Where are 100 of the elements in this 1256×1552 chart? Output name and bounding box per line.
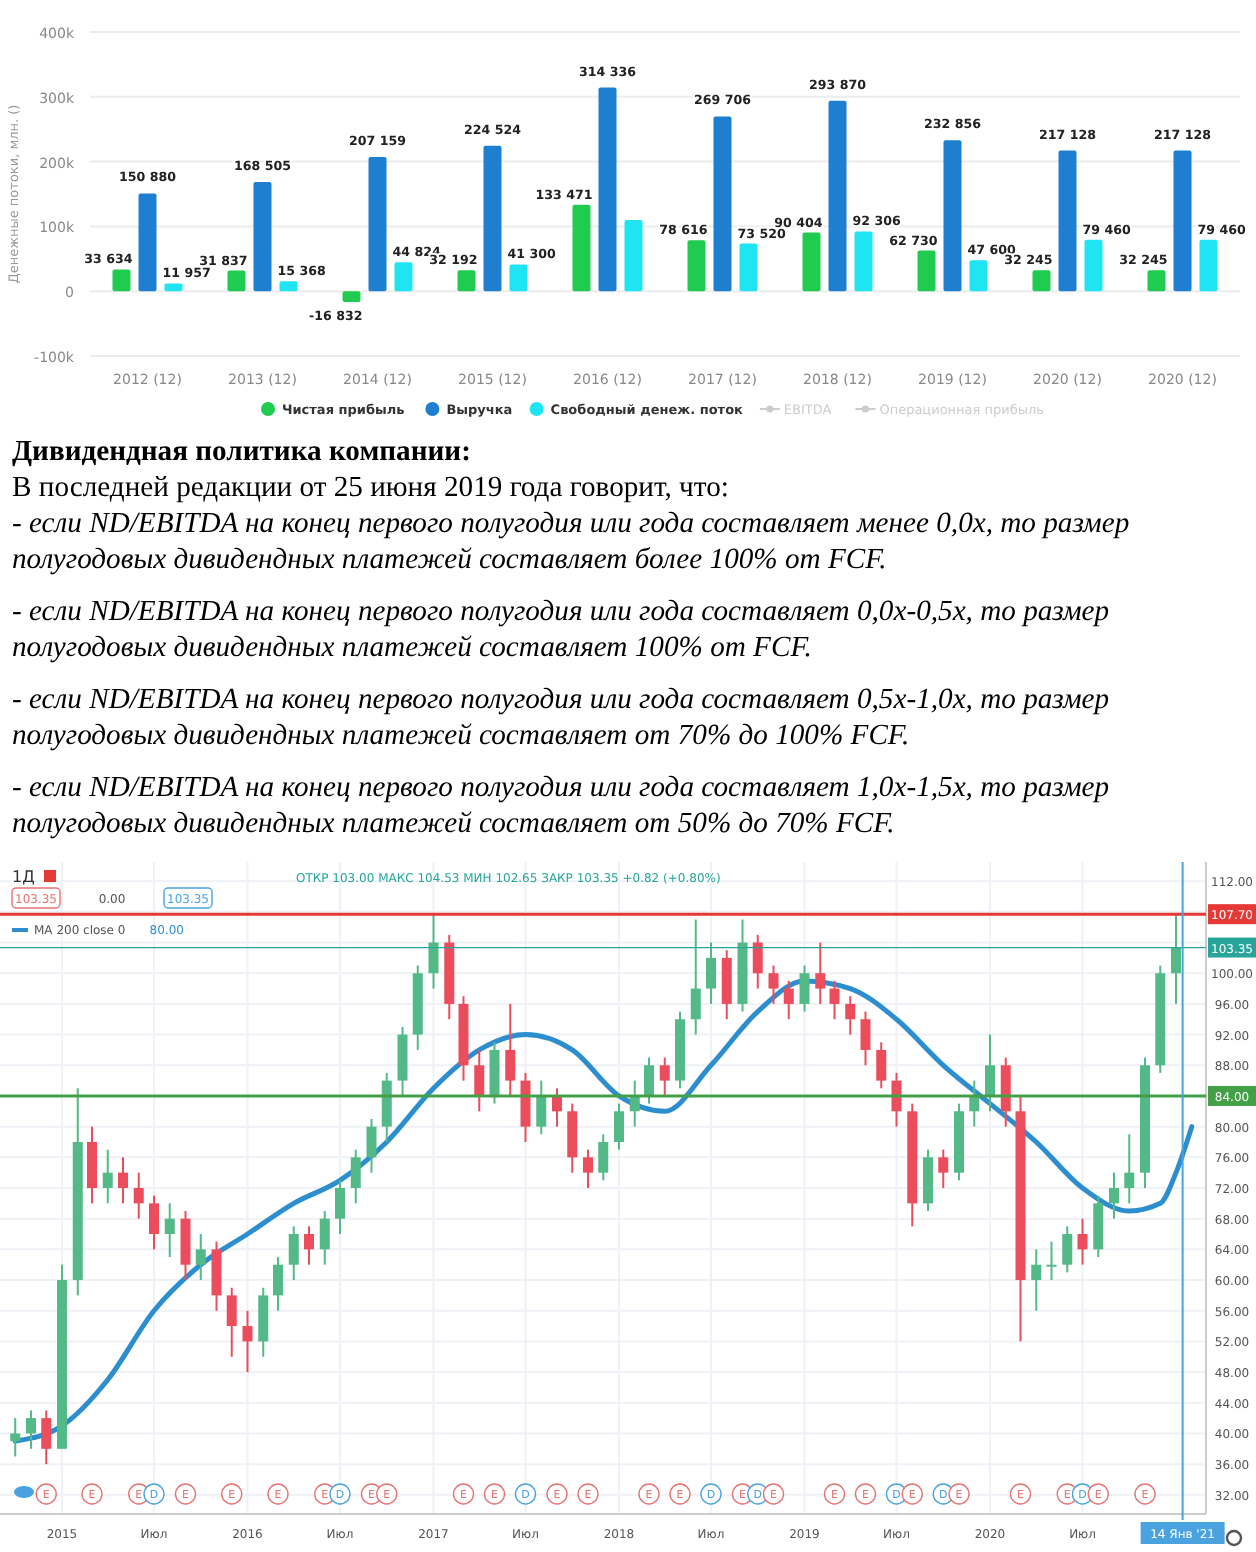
bar xyxy=(917,250,936,292)
bar xyxy=(943,140,962,292)
bar xyxy=(368,156,387,292)
bar xyxy=(1199,239,1218,292)
candlestick xyxy=(1093,1194,1104,1259)
text: Дивидендная политика компании: xyxy=(12,434,473,470)
candlestick xyxy=(180,1210,191,1282)
text: - если ND/EBITDA на конец первого полугодия или года составляет 0,0x-0,5x, то размер полугодовых дивидендных платежей составляет 100% от FCF. xyxy=(12,594,1112,666)
candlestick xyxy=(583,1148,594,1189)
bar xyxy=(687,240,706,292)
candlestick xyxy=(397,1025,408,1097)
text: - если ND/EBITDA на конец первого полугодия или года составляет менее 0,0x, то размер полугодовых дивидендных платежей составляет более 100% от FCF. xyxy=(12,506,1132,578)
candlestick xyxy=(148,1194,159,1251)
candlestick xyxy=(474,1048,485,1113)
candlestick xyxy=(520,1071,531,1143)
candlestick xyxy=(102,1148,113,1205)
candlestick xyxy=(1000,1056,1011,1128)
candlestick xyxy=(86,1125,97,1205)
candlestick xyxy=(860,1010,871,1067)
candlestick xyxy=(1046,1240,1057,1282)
bar xyxy=(802,232,821,292)
candlestick xyxy=(845,995,856,1036)
text: - если ND/EBITDA на конец первого полугодия или года составляет 1,0x-1,5x, то размер полугодовых дивидендных платежей составляет от 50% до 70% FCF. xyxy=(12,770,1112,842)
candlestick xyxy=(195,1233,206,1282)
chart-title: 1Д xyxy=(12,868,35,886)
candlestick xyxy=(1171,913,1182,1005)
bar xyxy=(112,269,131,292)
candlestick xyxy=(226,1286,237,1358)
candlestick xyxy=(829,979,840,1021)
bar xyxy=(624,219,643,292)
candlestick xyxy=(614,1102,625,1151)
candlestick xyxy=(350,1148,361,1205)
candlestick xyxy=(690,918,701,1036)
candlestick xyxy=(242,1309,253,1374)
bar xyxy=(253,182,272,292)
candlestick xyxy=(706,941,716,1005)
bar xyxy=(138,193,157,292)
candlestick xyxy=(335,1179,345,1236)
candlestick xyxy=(26,1409,36,1450)
candlestick xyxy=(768,964,779,1005)
candlestick xyxy=(489,1041,500,1105)
bar xyxy=(1147,270,1166,292)
bar xyxy=(1084,239,1103,292)
candlestick xyxy=(1109,1171,1120,1220)
candlestick xyxy=(272,1256,283,1312)
bar xyxy=(1173,150,1192,292)
candlestick xyxy=(938,1148,949,1189)
bar xyxy=(483,145,502,292)
candlestick xyxy=(366,1117,377,1174)
candlestick xyxy=(258,1286,269,1358)
bar xyxy=(828,100,847,292)
candlestick xyxy=(428,913,439,990)
text: В последней редакции от 25 июня 2019 года говорит, что: xyxy=(12,470,731,506)
text: - если ND/EBITDA на конец первого полугодия или года составляет 0,5x-1,0x, то размер полугодовых дивидендных платежей составляет от 70% до 100% FCF. xyxy=(12,682,1112,754)
candlestick xyxy=(536,1079,547,1136)
candlestick xyxy=(985,1033,996,1113)
candlestick xyxy=(288,1225,299,1282)
candlestick xyxy=(1077,1217,1088,1266)
bar xyxy=(1058,150,1077,292)
bar xyxy=(342,291,361,303)
candlestick xyxy=(1031,1248,1042,1312)
candlestick xyxy=(752,933,763,990)
bar xyxy=(279,281,298,292)
candlestick xyxy=(643,1056,654,1105)
candlestick xyxy=(629,1079,640,1128)
candlestick xyxy=(783,979,794,1021)
candlestick xyxy=(381,1071,392,1143)
bar xyxy=(227,270,246,292)
candlestick xyxy=(721,949,732,1021)
bar xyxy=(164,283,183,292)
candlestick xyxy=(799,964,810,1013)
candlestick xyxy=(923,1148,934,1213)
candlestick xyxy=(164,1202,175,1259)
bar xyxy=(1032,270,1051,292)
bar xyxy=(572,204,591,292)
candlestick xyxy=(876,1041,887,1090)
candlestick xyxy=(659,1056,670,1097)
bar xyxy=(969,260,988,292)
candlestick xyxy=(133,1171,144,1220)
candlestick xyxy=(969,1079,980,1128)
bar xyxy=(739,243,758,292)
candlestick xyxy=(567,1102,578,1174)
candlestick xyxy=(10,1417,21,1458)
candlestick xyxy=(815,941,826,1005)
bar xyxy=(509,264,528,292)
candlestick xyxy=(211,1240,222,1312)
candlestick xyxy=(304,1225,314,1266)
bar xyxy=(713,116,732,292)
bar xyxy=(854,231,873,292)
candlestick xyxy=(598,1133,609,1182)
candlestick xyxy=(1062,1225,1073,1274)
bar xyxy=(457,270,476,292)
candlestick xyxy=(505,1002,516,1097)
bar xyxy=(598,87,617,292)
candlestick xyxy=(41,1409,52,1466)
bar xyxy=(394,262,413,292)
candlestick xyxy=(552,1087,563,1128)
candlestick xyxy=(117,1156,128,1205)
candlestick xyxy=(319,1210,330,1266)
candlestick xyxy=(1124,1133,1135,1205)
